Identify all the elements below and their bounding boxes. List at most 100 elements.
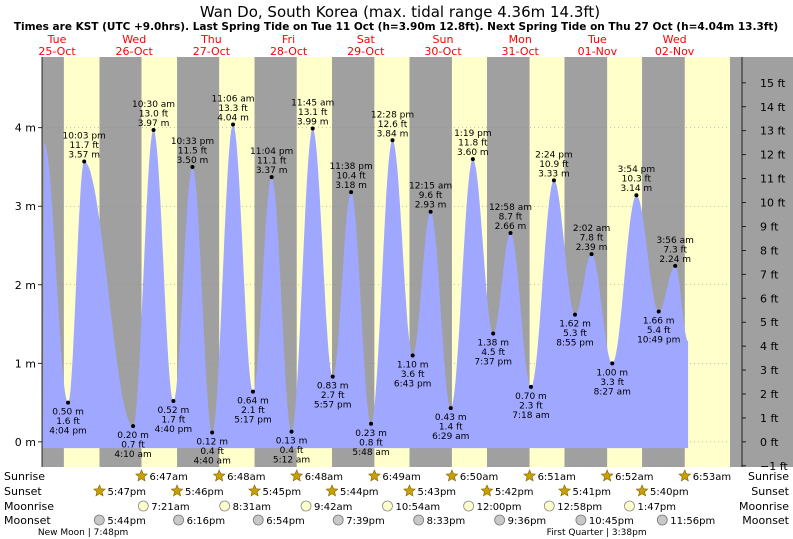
moonrise-time: 7:21am [151, 502, 189, 513]
low-tide-point [369, 421, 374, 426]
tide-label-line: 3.60 m [457, 148, 489, 158]
day-header-dow: Wed [122, 33, 146, 46]
tide-label-line: 4:04 pm [49, 427, 87, 437]
high-tide-label: 12:15 am9.6 ft2.93 m [409, 182, 452, 211]
day-header-date: 27-Oct [193, 45, 231, 58]
moonset-icon [494, 514, 506, 526]
high-tide-point [82, 159, 87, 164]
day-header-dow: Thu [200, 33, 222, 46]
day-header-dow: Tue [587, 33, 607, 46]
sunrise-time: 6:51am [538, 472, 576, 483]
tide-label-line: 0.12 m [196, 437, 228, 447]
sunrise-icon [212, 469, 226, 482]
sunset-icon [403, 484, 416, 497]
day-header-dow: Mon [509, 33, 532, 46]
high-tide-point [589, 252, 594, 257]
y-axis-meters: 0 m 1 m 2 m 3 m 4 m [15, 57, 43, 467]
tide-label-line: 6:29 am [432, 432, 469, 442]
y2-tick-label: 11 ft [760, 173, 786, 186]
tide-label-line: 2.7 ft [321, 391, 345, 401]
tide-label-line: 5:12 am [273, 456, 310, 466]
day-header-date: 28-Oct [270, 45, 308, 58]
high-tide-point [349, 190, 354, 195]
row-label-right: Moonrise [739, 500, 789, 513]
low-tide-label: 0.70 m2.3 ft7:18 am [512, 392, 549, 421]
tide-label-line: 10:30 am [132, 100, 175, 110]
row-label-left: Moonrise [4, 500, 54, 513]
tide-label-line: 3.14 m [621, 184, 653, 194]
tide-label-line: 11:45 am [291, 98, 334, 108]
y2-tick-label: 9 ft [760, 220, 779, 233]
tide-label-line: 10:33 pm [171, 137, 214, 147]
y2-tick-label: 14 ft [760, 101, 786, 114]
y-tick-label: 0 m [15, 436, 36, 449]
tide-label-line: 2.3 ft [519, 401, 543, 411]
day-header-date: 31-Oct [502, 45, 540, 58]
tide-label-line: 11:38 pm [329, 162, 372, 172]
tide-label-line: 0.83 m [317, 382, 349, 392]
tide-label-line: 0.8 ft [359, 438, 383, 448]
y-tick-label: 2 m [15, 279, 36, 292]
tide-label-line: 3:56 am [657, 236, 694, 246]
tide-label-line: 8:27 am [594, 387, 631, 397]
chart-subtitle: Times are KST (UTC +9.0hrs). Last Spring… [14, 21, 778, 33]
tide-label-line: 0.50 m [52, 408, 84, 418]
y-tick-label: 1 m [15, 357, 36, 370]
y-axis-feet: −1 ft 0 ft 1 ft 2 ft 3 ft 4 ft 5 ft 6 ft 7 ft 8 f… [741, 57, 788, 473]
low-tide-label: 0.12 m0.4 ft4:40 am [193, 437, 230, 466]
tide-label-line: 0.4 ft [200, 447, 224, 457]
moonset-icon [656, 514, 668, 526]
y2-tick-label: 12 ft [760, 149, 786, 162]
sunrise-time: 6:49am [382, 472, 420, 483]
low-tide-label: 1.38 m4.5 ft7:37 pm [474, 338, 512, 367]
day-header-dow: Wed [663, 33, 687, 46]
tide-label-line: 3.18 m [335, 181, 367, 191]
low-tide-label: 0.64 m2.1 ft5:17 pm [234, 397, 272, 426]
tide-label-line: 10.3 ft [622, 175, 652, 185]
moonset-time: 10:45pm [589, 516, 634, 527]
tide-label-line: 0.4 ft [280, 446, 304, 456]
moonrise-time: 10:54am [395, 502, 440, 513]
tide-label-line: 11:06 am [211, 95, 254, 105]
tide-label-line: 11.1 ft [257, 157, 287, 167]
sunset-icon [558, 484, 571, 497]
high-tide-label: 3:56 am7.3 ft2.24 m [657, 236, 694, 265]
y2-tick-label: 2 ft [760, 388, 779, 401]
y-tick-label: 4 m [15, 122, 36, 135]
high-tide-point [551, 178, 556, 183]
y2-tick-label: −1 ft [760, 460, 788, 473]
sunrise-icon [523, 469, 537, 482]
high-tide-label: 12:58 am8.7 ft2.66 m [489, 203, 532, 232]
low-tide-label: 0.52 m1.7 ft4:40 pm [155, 406, 193, 435]
high-tide-point [508, 230, 513, 235]
low-tide-point [610, 361, 615, 366]
y2-tick-label: 7 ft [760, 268, 779, 281]
low-tide-point [330, 374, 335, 379]
low-tide-label: 0.13 m0.4 ft5:12 am [273, 437, 310, 466]
tide-label-line: 1.00 m [596, 368, 628, 378]
low-tide-point [410, 353, 415, 358]
tide-label-line: 1:19 pm [454, 129, 492, 139]
tide-area [42, 124, 689, 449]
tide-label-line: 4:40 am [193, 456, 230, 466]
high-tide-point [470, 157, 475, 162]
tide-label-line: 0.43 m [435, 413, 467, 423]
y2-tick-label: 3 ft [760, 364, 779, 377]
low-tide-label: 0.43 m1.4 ft6:29 am [432, 413, 469, 442]
sunset-icon [635, 484, 649, 497]
high-tide-point [634, 193, 639, 198]
y2-tick-label: 6 ft [760, 292, 779, 305]
low-tide-label: 0.50 m1.6 ft4:04 pm [49, 408, 87, 437]
moonset-time: 5:44pm [107, 516, 146, 527]
tide-label-line: 13.1 ft [298, 108, 328, 118]
day-header-date: 02-Nov [655, 45, 695, 58]
moonset-icon [413, 514, 425, 526]
day-header-date: 29-Oct [347, 45, 385, 58]
